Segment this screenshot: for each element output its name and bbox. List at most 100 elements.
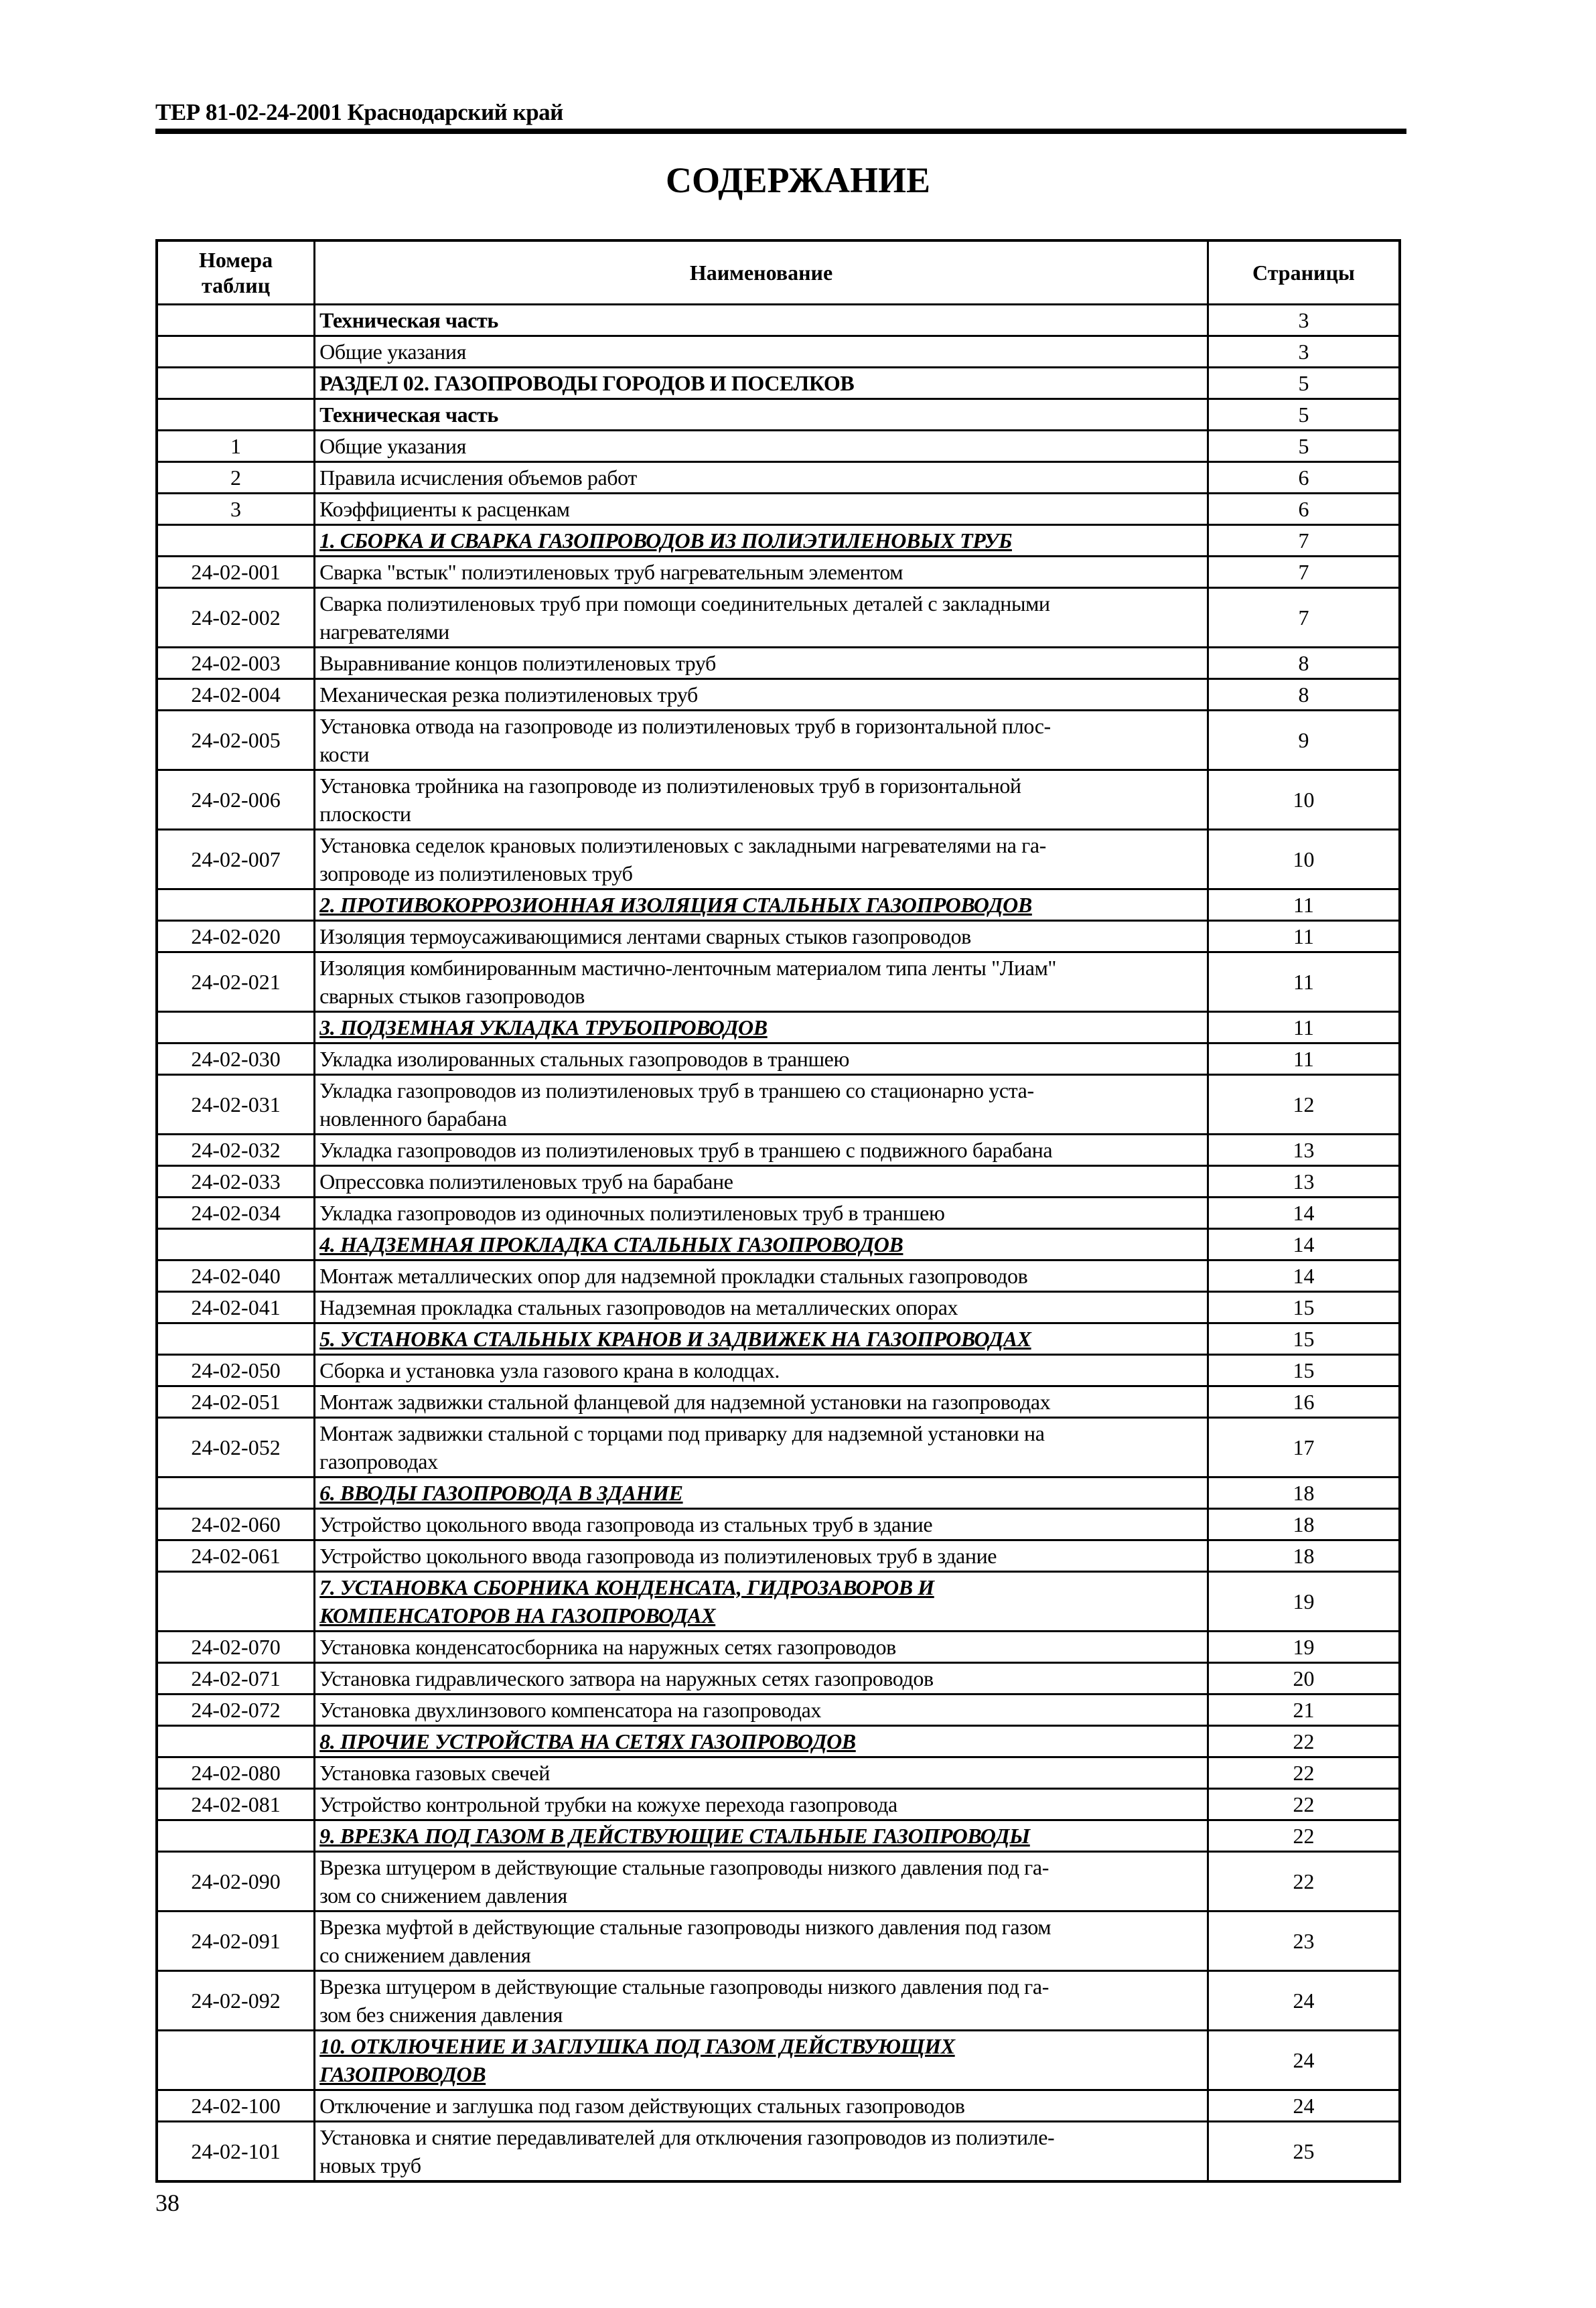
page-title: СОДЕРЖАНИЕ xyxy=(666,160,930,200)
page-cell: 11 xyxy=(1206,920,1401,953)
table-number-cell: 24-02-002 xyxy=(155,587,316,648)
table-row: 24-02-080 Установка газовых свечей 22 xyxy=(155,1756,1401,1790)
running-header: ТЕР 81-02-24-2001 Краснодарский край xyxy=(155,99,563,125)
page-number: 38 xyxy=(155,2189,179,2216)
table-row: 24-02-090 Врезка штуцером в действующие с… xyxy=(155,1851,1401,1912)
table-row: 24-02-061 Устройство цокольного ввода газ… xyxy=(155,1539,1401,1573)
name-cell: Сварка полиэтиленовых труб при помощи со… xyxy=(313,587,1209,648)
name-cell: Изоляция термоусаживающимися лентами сва… xyxy=(313,920,1209,953)
page-cell: 15 xyxy=(1206,1291,1401,1324)
name-cell: Установка тройника на газопроводе из пол… xyxy=(313,769,1209,831)
table-number-cell: 24-02-032 xyxy=(155,1133,316,1167)
table-number-cell: 24-02-004 xyxy=(155,678,316,711)
name-cell: Укладка газопроводов из полиэтиленовых т… xyxy=(313,1133,1209,1167)
table-number-cell: 24-02-080 xyxy=(155,1756,316,1790)
table-row: 24-02-071 Установка гидравлического затво… xyxy=(155,1662,1401,1695)
table-row: 24-02-072 Установка двухлинзового компенс… xyxy=(155,1693,1401,1727)
table-number-cell: 24-02-031 xyxy=(155,1074,316,1135)
table-row: 24-02-020 Изоляция термоусаживающимися ле… xyxy=(155,920,1401,953)
table-row: Техническая часть 5 xyxy=(155,398,1401,431)
page-cell: 22 xyxy=(1206,1725,1401,1758)
table-number-cell: 24-02-070 xyxy=(155,1630,316,1664)
table-row: 24-02-052 Монтаж задвижки стальной с торц… xyxy=(155,1417,1401,1478)
table-number-cell xyxy=(155,1228,316,1261)
table-number-cell: 24-02-051 xyxy=(155,1385,316,1419)
table-row: 24-02-006 Установка тройника на газопрово… xyxy=(155,769,1401,831)
name-cell: Техническая часть xyxy=(313,303,1209,337)
table-row: 2 Правила исчисления объемов работ 6 xyxy=(155,461,1401,494)
table-number-cell: 24-02-001 xyxy=(155,555,316,589)
table-row: 24-02-007 Установка седелок крановых поли… xyxy=(155,828,1401,890)
section-row: 10. ОТКЛЮЧЕНИЕ И ЗАГЛУШКА ПОД ГАЗОМ ДЕЙС… xyxy=(155,2029,1401,2091)
table-number-cell xyxy=(155,366,316,400)
table-number-cell: 24-02-071 xyxy=(155,1662,316,1695)
page-cell: 18 xyxy=(1206,1476,1401,1510)
table-number-cell: 24-02-081 xyxy=(155,1788,316,1821)
name-cell: Опрессовка полиэтиленовых труб на бараба… xyxy=(313,1165,1209,1198)
section-row: 2. ПРОТИВОКОРРОЗИОННАЯ ИЗОЛЯЦИЯ СТАЛЬНЫХ… xyxy=(155,888,1401,922)
header-table-numbers: Номера таблиц xyxy=(155,239,316,305)
table-row: 24-02-033 Опрессовка полиэтиленовых труб … xyxy=(155,1165,1401,1198)
page-cell: 19 xyxy=(1206,1630,1401,1664)
table-number-cell xyxy=(155,398,316,431)
table-number-cell: 24-02-005 xyxy=(155,709,316,771)
table-row: 24-02-034 Укладка газопроводов из одиночн… xyxy=(155,1196,1401,1230)
table-number-cell xyxy=(155,1322,316,1356)
page-cell: 24 xyxy=(1206,2029,1401,2091)
page-cell: 3 xyxy=(1206,335,1401,368)
name-cell: 1. СБОРКА И СВАРКА ГАЗОПРОВОДОВ ИЗ ПОЛИЭ… xyxy=(313,524,1209,557)
page-cell: 24 xyxy=(1206,2089,1401,2122)
name-cell: Укладка газопроводов из одиночных полиэт… xyxy=(313,1196,1209,1230)
name-cell: Сборка и установка узла газового крана в… xyxy=(313,1354,1209,1387)
section-row: 6. ВВОДЫ ГАЗОПРОВОДА В ЗДАНИЕ 18 xyxy=(155,1476,1401,1510)
table-number-cell: 24-02-030 xyxy=(155,1042,316,1076)
table-number-cell: 24-02-100 xyxy=(155,2089,316,2122)
name-cell: Монтаж задвижки стальной фланцевой для н… xyxy=(313,1385,1209,1419)
name-cell: Укладка изолированных стальных газопрово… xyxy=(313,1042,1209,1076)
table-row: 24-02-021 Изоляция комбинированным мастич… xyxy=(155,951,1401,1013)
table-number-cell: 24-02-033 xyxy=(155,1165,316,1198)
name-cell: Установка конденсатосборника на наружных… xyxy=(313,1630,1209,1664)
page-cell: 8 xyxy=(1206,646,1401,680)
table-row: 24-02-060 Устройство цокольного ввода газ… xyxy=(155,1508,1401,1541)
name-cell: Изоляция комбинированным мастично-ленточ… xyxy=(313,951,1209,1013)
page-cell: 14 xyxy=(1206,1259,1401,1293)
table-row: 24-02-101 Установка и снятие передавливат… xyxy=(155,2120,1401,2183)
page-cell: 10 xyxy=(1206,769,1401,831)
name-cell: 10. ОТКЛЮЧЕНИЕ И ЗАГЛУШКА ПОД ГАЗОМ ДЕЙС… xyxy=(313,2029,1209,2091)
section-row: 3. ПОДЗЕМНАЯ УКЛАДКА ТРУБОПРОВОДОВ 11 xyxy=(155,1011,1401,1044)
table-row: 24-02-001 Сварка "встык" полиэтиленовых т… xyxy=(155,555,1401,589)
name-cell: Установка гидравлического затвора на нар… xyxy=(313,1662,1209,1695)
name-cell: Врезка штуцером в действующие стальные г… xyxy=(313,1851,1209,1912)
name-cell: Отключение и заглушка под газом действую… xyxy=(313,2089,1209,2122)
page-cell: 14 xyxy=(1206,1228,1401,1261)
header-rule xyxy=(155,129,1406,134)
table-number-cell: 24-02-091 xyxy=(155,1910,316,1972)
table-number-cell xyxy=(155,1476,316,1510)
page-cell: 7 xyxy=(1206,587,1401,648)
table-row: 24-02-003 Выравнивание концов полиэтилено… xyxy=(155,646,1401,680)
page-cell: 11 xyxy=(1206,951,1401,1013)
page-cell: 13 xyxy=(1206,1133,1401,1167)
table-number-cell: 2 xyxy=(155,461,316,494)
table-row: 24-02-032 Укладка газопроводов из полиэти… xyxy=(155,1133,1401,1167)
table-number-cell: 24-02-060 xyxy=(155,1508,316,1541)
name-cell: Установка двухлинзового компенсатора на … xyxy=(313,1693,1209,1727)
section-row: 4. НАДЗЕМНАЯ ПРОКЛАДКА СТАЛЬНЫХ ГАЗОПРОВ… xyxy=(155,1228,1401,1261)
table-number-cell xyxy=(155,1571,316,1632)
page-cell: 19 xyxy=(1206,1571,1401,1632)
table-number-cell: 3 xyxy=(155,492,316,526)
name-cell: Устройство контрольной трубки на кожухе … xyxy=(313,1788,1209,1821)
table-number-cell: 24-02-101 xyxy=(155,2120,316,2183)
table-number-cell: 24-02-050 xyxy=(155,1354,316,1387)
name-cell: Техническая часть xyxy=(313,398,1209,431)
page-cell: 24 xyxy=(1206,1970,1401,2031)
table-row: 3 Коэффициенты к расценкам 6 xyxy=(155,492,1401,526)
page-cell: 11 xyxy=(1206,1011,1401,1044)
table-number-cell xyxy=(155,1819,316,1853)
name-cell: Механическая резка полиэтиленовых труб xyxy=(313,678,1209,711)
page-cell: 6 xyxy=(1206,492,1401,526)
page-cell: 5 xyxy=(1206,398,1401,431)
table-row: 24-02-040 Монтаж металлических опор для н… xyxy=(155,1259,1401,1293)
page-cell: 23 xyxy=(1206,1910,1401,1972)
